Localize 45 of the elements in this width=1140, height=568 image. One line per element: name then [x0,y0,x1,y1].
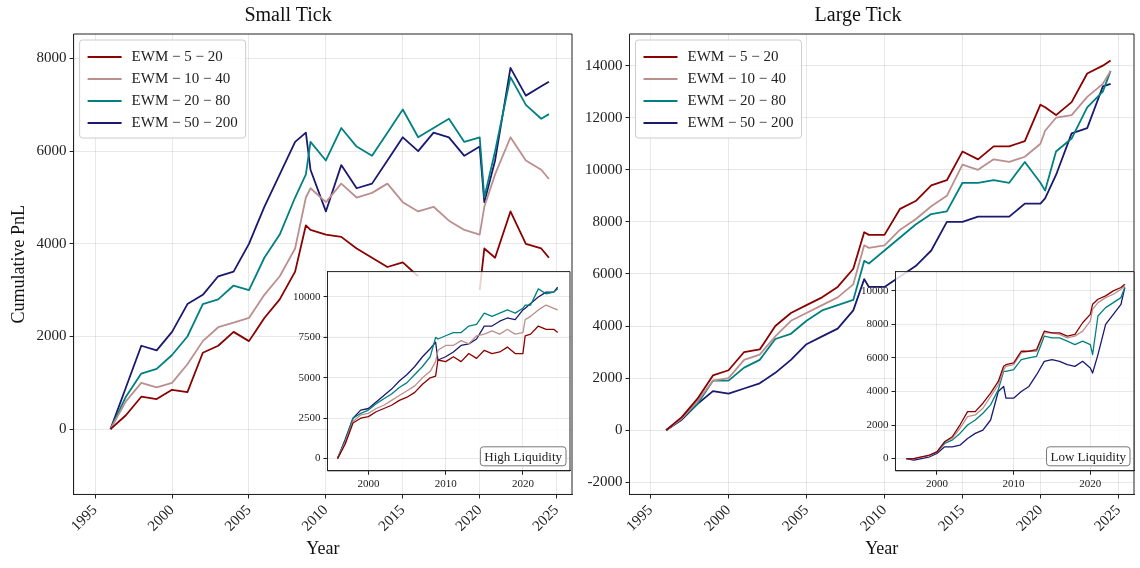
y-tick-label: 7500 [298,330,321,343]
y-tick-label: 2000 [36,327,67,344]
legend-label: EWM − 20 − 80 [687,91,787,108]
y-tick-label: 6000 [592,264,623,281]
x-tick-label: 2010 [434,477,458,490]
y-axis-title: Cumulative PnL [7,204,28,324]
y-tick-label: 8000 [36,49,67,66]
y-tick-label: 10000 [585,160,623,177]
y-tick-label: 0 [883,451,889,464]
legend-label: EWM − 50 − 200 [687,113,794,130]
y-tick-label: 4000 [866,384,889,397]
annotation: High Liquidity [484,448,563,464]
y-tick-label: 2000 [866,417,889,430]
y-tick-label: 4000 [36,234,67,251]
legend-label: EWM − 5 − 20 [687,47,779,64]
x-tick-label: 2020 [511,477,535,490]
x-axis-title: Year [306,537,340,558]
y-tick-label: 0 [315,451,321,464]
y-tick-label: 2000 [592,369,623,386]
y-tick-label: 0 [59,420,67,437]
chart-title: Small Tick [244,3,332,26]
legend-label: EWM − 10 − 40 [687,69,787,86]
y-tick-label: 6000 [36,142,67,159]
y-tick-label: 6000 [866,350,889,363]
x-tick-label: 2000 [357,477,380,490]
legend-label: EWM − 20 − 80 [131,91,231,108]
x-tick-label: 2020 [1079,477,1102,490]
x-tick-label: 2000 [925,477,949,490]
y-tick-label: 0 [615,421,623,438]
legend-label: EWM − 50 − 200 [131,113,238,130]
legend-label: EWM − 5 − 20 [131,47,223,64]
y-tick-label: 8000 [866,317,889,330]
x-tick-label: 2010 [1002,477,1026,490]
y-tick-label: 10000 [293,289,321,302]
y-tick-label: 14000 [585,56,623,73]
y-tick-label: 8000 [592,212,623,229]
y-tick-label: 4000 [592,316,623,333]
y-tick-label: 5000 [298,370,321,383]
x-axis-title: Year [865,537,899,558]
y-tick-label: -2000 [587,473,623,490]
legend-label: EWM − 10 − 40 [131,69,231,86]
chart-title: Large Tick [814,3,902,27]
y-tick-label: 12000 [585,108,623,125]
annotation: Low Liquidity [1050,448,1127,464]
y-tick-label: 2500 [298,411,321,424]
